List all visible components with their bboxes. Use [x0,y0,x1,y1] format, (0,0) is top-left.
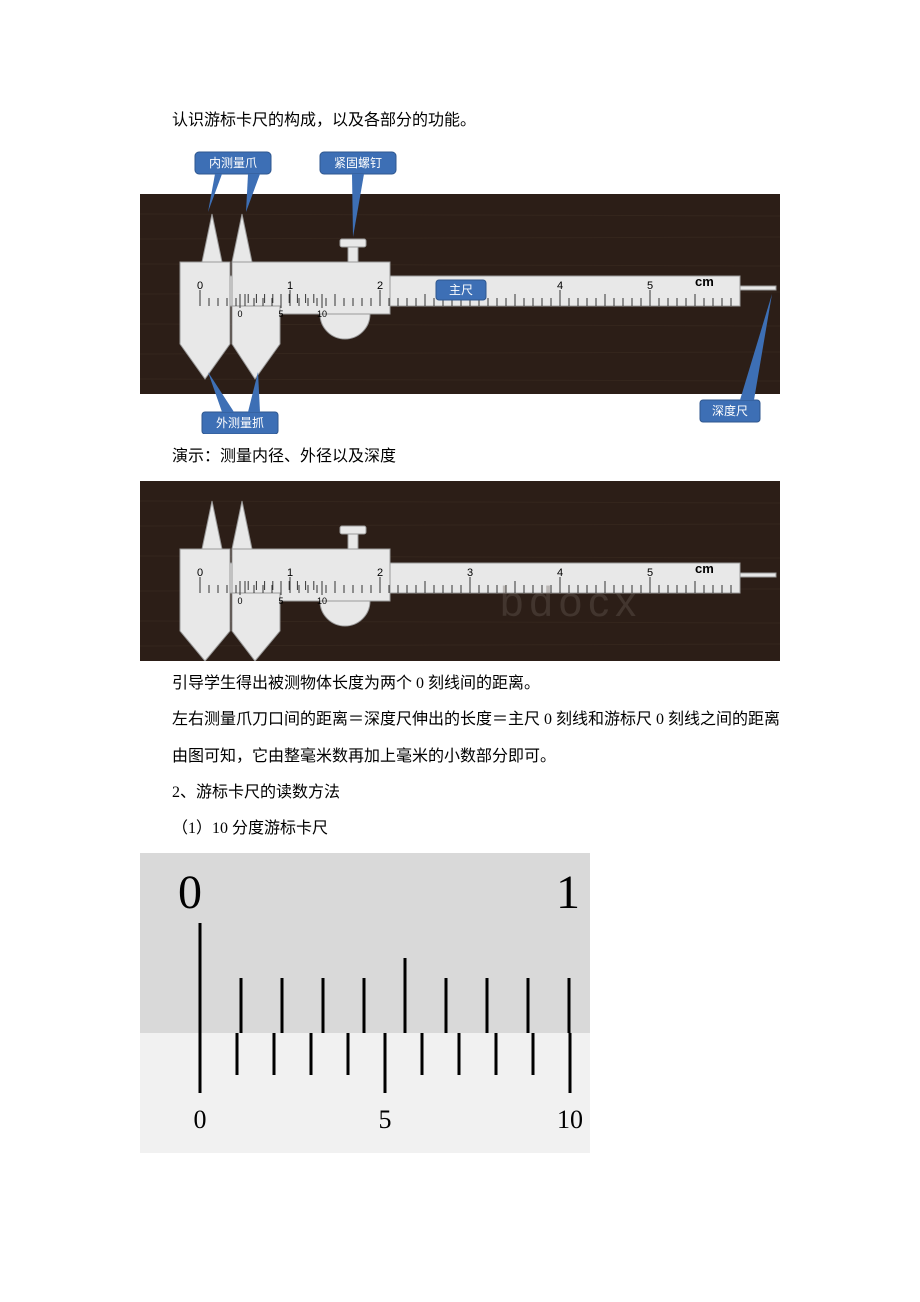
svg-text:2: 2 [377,567,383,579]
svg-text:0: 0 [194,1105,207,1134]
demo-paragraph: 演示：测量内径、外径以及深度 [140,442,780,472]
lock-screw-head [340,526,366,534]
guide-paragraph: 引导学生得出被测物体长度为两个 0 刻线间的距离。 [140,669,780,699]
svg-text:5: 5 [278,596,283,606]
intro-paragraph: 认识游标卡尺的构成，以及各部分的功能。 [140,106,780,136]
svg-text:5: 5 [647,567,653,579]
vernier-scale-bg [140,1033,590,1153]
watermark: bdocx [500,578,642,625]
svg-text:10: 10 [557,1105,583,1134]
svg-text:0: 0 [237,596,242,606]
svg-text:10: 10 [317,596,327,606]
svg-text:1: 1 [287,567,293,579]
depth-rod [740,286,776,290]
unit-label: cm [695,274,714,289]
section-2-heading: 2、游标卡尺的读数方法 [140,778,780,808]
svg-text:5: 5 [379,1105,392,1134]
main-digit-1: 1 [556,866,580,919]
figure-3: 0 1 0 5 10 [140,853,780,1153]
label-lock-screw: 紧固螺钉 [334,156,382,170]
svg-text:5: 5 [647,280,653,292]
formula-paragraph: 左右测量爪刀口间的距离＝深度尺伸出的长度＝主尺 0 刻线和游标尺 0 刻线之间的… [140,705,780,735]
svg-text:1: 1 [287,280,293,292]
unit-label: cm [695,561,714,576]
label-outer-jaw: 外测量抓 [216,416,264,430]
figure-1: 012345 cm 0510 内测量爪 紧固螺钉 主尺 深度尺 外测量抓 [140,144,780,434]
label-main-scale: 主尺 [449,283,473,297]
svg-text:5: 5 [278,309,283,319]
depth-rod [740,573,776,577]
derive-paragraph: 由图可知，它由整毫米数再加上毫米的小数部分即可。 [140,742,780,772]
svg-text:0: 0 [197,280,203,292]
section-2-1-heading: （1）10 分度游标卡尺 [140,814,780,844]
label-inner-jaw: 内测量爪 [209,156,257,170]
svg-text:3: 3 [467,567,473,579]
svg-text:0: 0 [197,567,203,579]
figure-2: 012345 cm 0510 bdocx [140,481,780,661]
svg-text:4: 4 [557,280,563,292]
main-digit-0: 0 [178,866,202,919]
svg-text:10: 10 [317,309,327,319]
svg-text:2: 2 [377,280,383,292]
lock-screw-head [340,239,366,247]
label-depth-rod: 深度尺 [712,403,748,418]
svg-text:0: 0 [237,309,242,319]
